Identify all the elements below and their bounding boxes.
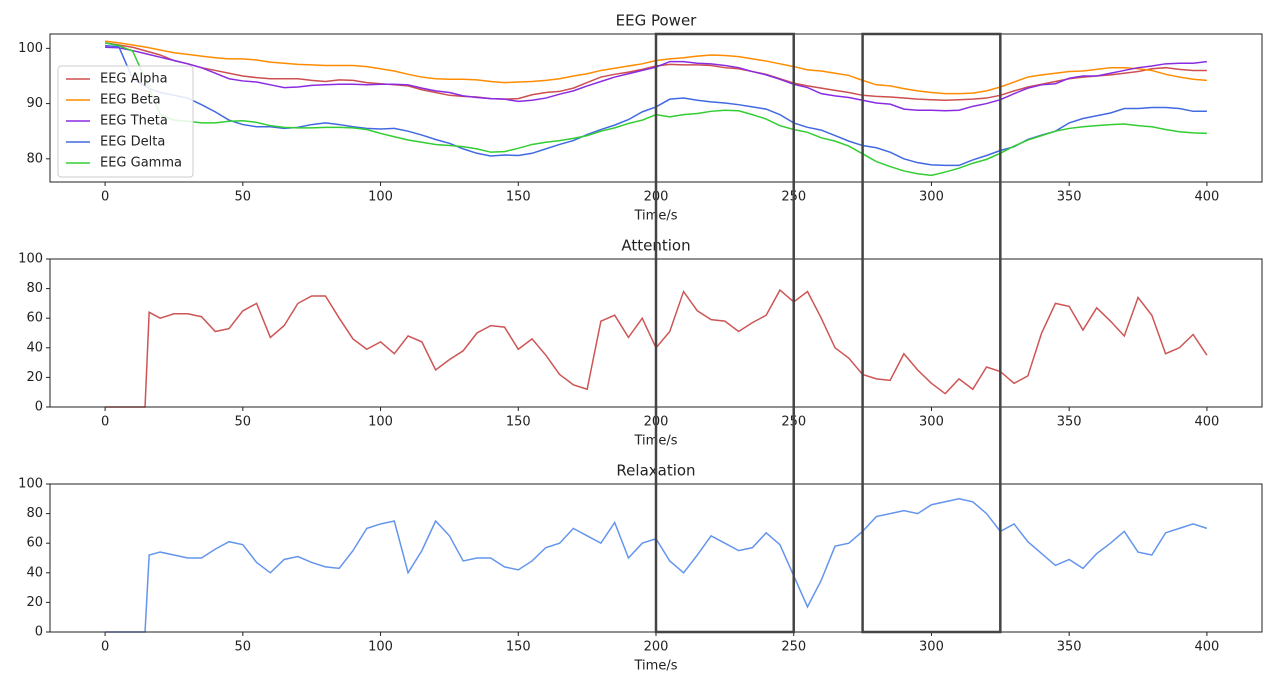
y-tick-label: 60 — [26, 311, 43, 326]
y-tick-label: 80 — [26, 151, 43, 166]
y-tick-label: 100 — [18, 477, 43, 492]
x-tick-label: 150 — [506, 190, 531, 205]
x-tick-label: 400 — [1194, 190, 1219, 205]
x-tick-label: 50 — [235, 415, 252, 430]
x-tick-label: 350 — [1057, 640, 1082, 655]
data-line — [105, 288, 1208, 408]
legend-label: EEG Beta — [100, 93, 161, 108]
y-tick-label: 20 — [26, 595, 43, 610]
legend-label: EEG Alpha — [100, 72, 168, 87]
x-tick-label: 0 — [101, 640, 109, 655]
legend-label: EEG Delta — [100, 135, 165, 150]
y-tick-label: 0 — [35, 625, 43, 640]
y-tick-label: 40 — [26, 340, 43, 355]
data-line — [105, 498, 1208, 633]
y-tick-label: 80 — [26, 506, 43, 521]
legend-label: EEG Gamma — [100, 156, 182, 171]
y-tick-label: 100 — [18, 252, 43, 267]
x-tick-label: 400 — [1194, 415, 1219, 430]
x-tick-label: 400 — [1194, 640, 1219, 655]
x-tick-label: 150 — [506, 415, 531, 430]
x-tick-label: 0 — [101, 190, 109, 205]
highlight-box — [861, 32, 1002, 634]
x-tick-label: 300 — [919, 415, 944, 430]
y-tick-label: 60 — [26, 536, 43, 551]
x-tick-label: 300 — [919, 640, 944, 655]
x-tick-label: 150 — [506, 640, 531, 655]
x-tick-label: 300 — [919, 190, 944, 205]
y-tick-label: 90 — [26, 96, 43, 111]
x-tick-label: 200 — [644, 640, 669, 655]
legend-label: EEG Theta — [100, 114, 168, 129]
y-tick-label: 40 — [26, 565, 43, 580]
x-tick-label: 350 — [1057, 415, 1082, 430]
x-tick-label: 100 — [368, 415, 393, 430]
highlight-box — [654, 32, 795, 634]
legend-box — [57, 65, 194, 178]
y-tick-label: 80 — [26, 281, 43, 296]
chart-title: EEG Power — [616, 12, 698, 30]
x-tick-label: 0 — [101, 415, 109, 430]
y-tick-label: 20 — [26, 370, 43, 385]
x-tick-label: 100 — [368, 640, 393, 655]
x-tick-label: 250 — [781, 640, 806, 655]
x-tick-label: 350 — [1057, 190, 1082, 205]
y-tick-label: 0 — [35, 400, 43, 415]
x-tick-label: 50 — [235, 640, 252, 655]
x-tick-label: 100 — [368, 190, 393, 205]
x-tick-label: 50 — [235, 190, 252, 205]
x-axis-label: Time/s — [634, 659, 678, 674]
y-tick-label: 100 — [18, 41, 43, 56]
